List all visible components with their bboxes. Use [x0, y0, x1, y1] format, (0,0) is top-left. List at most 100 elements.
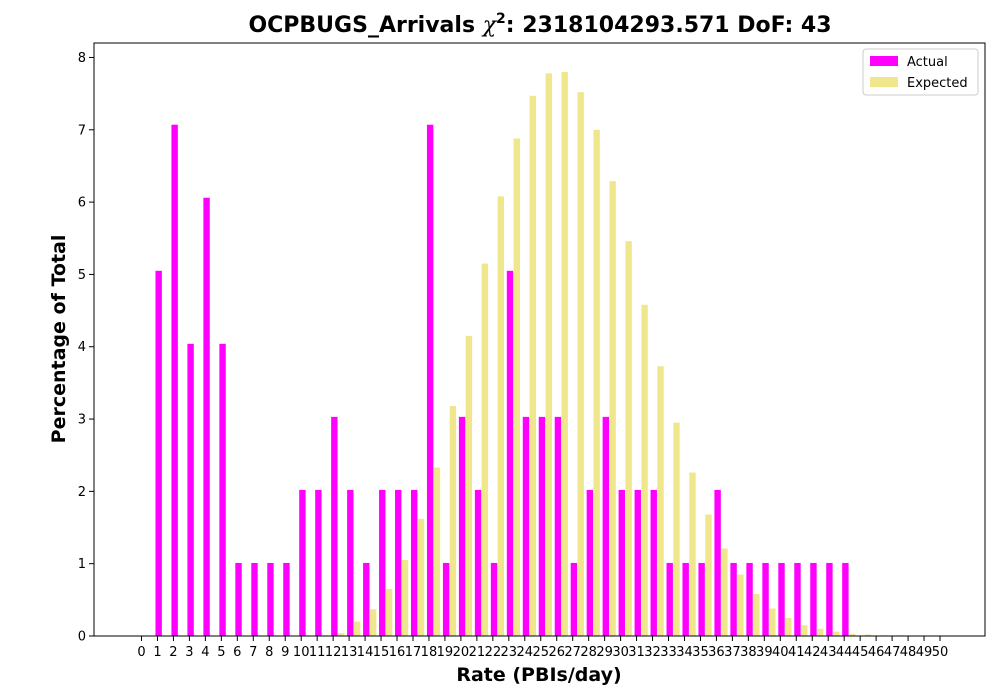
- bar-expected: [673, 422, 680, 636]
- legend-swatch-actual: [870, 56, 898, 66]
- x-tick-label: 48: [900, 645, 917, 660]
- y-tick-label: 3: [78, 413, 86, 428]
- x-tick-label: 5: [217, 645, 225, 660]
- bar-actual: [442, 562, 450, 636]
- y-tick-label: 0: [78, 630, 86, 645]
- x-tick-label: 6: [233, 645, 241, 660]
- x-tick-label: 1: [153, 645, 161, 660]
- bar-actual: [410, 489, 418, 636]
- bar-actual: [554, 416, 562, 636]
- bar-actual: [826, 562, 833, 636]
- x-tick-label: 20: [453, 645, 470, 660]
- x-tick-label: 30: [612, 645, 629, 660]
- x-tick-label: 12: [325, 645, 342, 660]
- x-tick-label: 50: [932, 645, 949, 660]
- bar-actual: [538, 416, 546, 636]
- x-tick-label: 14: [357, 645, 374, 660]
- bar-expected: [737, 574, 744, 636]
- x-tick-label: 0: [137, 645, 145, 660]
- bar-actual: [730, 562, 737, 636]
- x-tick-label: 28: [580, 645, 597, 660]
- x-tick-label: 2: [169, 645, 177, 660]
- bar-actual: [618, 489, 625, 636]
- bar-actual: [570, 562, 578, 636]
- bar-expected: [545, 73, 552, 636]
- x-tick-label: 16: [389, 645, 406, 660]
- y-axis-label: Percentage of Total: [48, 235, 70, 444]
- y-tick-label: 1: [78, 557, 86, 572]
- x-tick-label: 27: [564, 645, 581, 660]
- bar-actual: [474, 489, 482, 636]
- bar-actual: [363, 562, 370, 636]
- bar-expected: [513, 138, 521, 636]
- bar-expected: [465, 335, 473, 636]
- x-axis-label: Rate (PBIs/day): [456, 664, 621, 686]
- x-tick-label: 36: [708, 645, 725, 660]
- legend: Actual Expected: [862, 48, 979, 96]
- bar-actual: [267, 562, 274, 636]
- x-tick-label: 22: [485, 645, 502, 660]
- x-tick-label: 33: [660, 645, 677, 660]
- x-tick-label: 43: [820, 645, 837, 660]
- chart-title: OCPBUGS_Arrivals χ2: 2318104293.571 DoF:…: [248, 11, 831, 38]
- bar-actual: [506, 270, 514, 636]
- x-tick-label: 26: [548, 645, 565, 660]
- bar-expected: [353, 621, 361, 636]
- x-tick-label: 35: [692, 645, 709, 660]
- bar-actual: [810, 562, 817, 636]
- bar-expected: [449, 406, 457, 636]
- bar-actual: [155, 270, 162, 636]
- bar-expected: [625, 241, 632, 636]
- bar-actual: [490, 562, 498, 636]
- y-tick-label: 7: [78, 123, 86, 138]
- x-tick-label: 42: [804, 645, 821, 660]
- bar-actual: [187, 343, 194, 636]
- y-tick-label: 6: [78, 196, 86, 211]
- bar-actual: [522, 416, 530, 636]
- x-tick-label: 4: [201, 645, 209, 660]
- bar-actual: [650, 489, 657, 636]
- bar-actual: [331, 416, 338, 636]
- bar-actual: [379, 489, 386, 636]
- legend-label-actual: Actual: [907, 55, 948, 70]
- y-tick-label: 2: [78, 485, 86, 500]
- bar-actual: [315, 489, 322, 636]
- x-tick-label: 18: [421, 645, 438, 660]
- x-tick-label: 9: [281, 645, 289, 660]
- x-tick-label: 49: [916, 645, 933, 660]
- bar-actual: [634, 489, 641, 636]
- bar-expected: [433, 467, 441, 636]
- bar-actual: [842, 562, 849, 636]
- bar-expected: [577, 92, 584, 637]
- bar-actual: [714, 489, 721, 636]
- bar-expected: [609, 181, 616, 636]
- x-tick-label: 13: [341, 645, 358, 660]
- bar-actual: [602, 416, 610, 636]
- x-tick-label: 44: [836, 645, 853, 660]
- legend-label-expected: Expected: [907, 76, 968, 91]
- x-tick-label: 29: [596, 645, 613, 660]
- bar-actual: [203, 197, 210, 636]
- bar-expected: [369, 609, 377, 636]
- x-tick-label: 31: [628, 645, 645, 660]
- bar-actual: [698, 562, 705, 636]
- x-tick-label: 10: [293, 645, 310, 660]
- legend-swatch-expected: [870, 77, 898, 87]
- bar-actual: [171, 124, 178, 636]
- y-tick-label: 8: [78, 51, 86, 66]
- bar-actual: [746, 562, 753, 636]
- bar-actual: [426, 124, 434, 636]
- bar-expected: [561, 71, 568, 637]
- x-tick-label: 41: [788, 645, 805, 660]
- x-tick-label: 38: [740, 645, 757, 660]
- bar-expected: [769, 608, 776, 636]
- x-tick-label: 40: [772, 645, 789, 660]
- bar-expected: [497, 196, 505, 636]
- bar-expected: [705, 514, 712, 636]
- bar-actual: [299, 489, 306, 636]
- bar-actual: [586, 489, 594, 636]
- bar-actual: [778, 562, 785, 636]
- y-tick-label: 4: [78, 340, 86, 355]
